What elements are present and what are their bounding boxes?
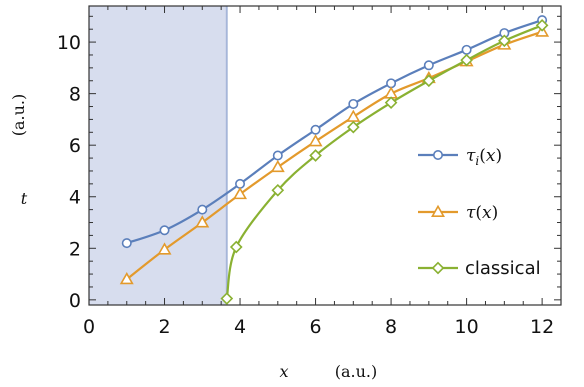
x-tick-label: 4 (234, 316, 246, 338)
data-point (197, 204, 208, 215)
series-line (225, 24, 543, 299)
legend-swatch-marker (431, 261, 445, 275)
data-point (195, 215, 210, 228)
data-point (308, 134, 323, 147)
y-tick-label: 0 (69, 290, 81, 312)
data-point (235, 178, 246, 189)
x-axis-variable: x (279, 362, 288, 381)
legend-entry-3: classical (418, 258, 541, 279)
data-point (271, 183, 285, 197)
data-point (270, 159, 285, 173)
y-tick-label: 4 (69, 187, 81, 209)
legend-entry-2: τ(x) (418, 203, 498, 223)
series-1 (121, 15, 548, 249)
data-point (460, 53, 473, 67)
data-point (119, 272, 134, 285)
data-point (422, 74, 436, 88)
series-layer (119, 15, 550, 305)
data-point (159, 225, 170, 236)
data-point (423, 60, 434, 71)
data-point (346, 109, 361, 122)
y-axis-unit: (a.u.) (9, 94, 28, 137)
legend-entry-1: τi(x) (418, 146, 502, 168)
data-point (498, 34, 511, 48)
shaded-area (89, 6, 227, 305)
data-point (220, 292, 234, 305)
data-point (157, 242, 172, 255)
legend-swatch-marker (431, 204, 445, 217)
plot-frame (88, 5, 562, 306)
data-point (348, 98, 359, 109)
data-point (461, 44, 472, 55)
data-point (386, 78, 397, 89)
y-tick-label: 8 (69, 84, 81, 106)
data-point (272, 150, 283, 161)
x-tick-label: 0 (83, 316, 95, 338)
legend-label: classical (465, 258, 541, 279)
x-tick-label: 10 (455, 316, 479, 338)
y-axis-variable: t (21, 189, 28, 208)
data-point (121, 238, 132, 249)
y-tick-label: 6 (69, 135, 81, 157)
legend-label: τi(x) (466, 146, 502, 168)
y-tick-label: 10 (57, 32, 81, 54)
data-point (535, 19, 549, 32)
data-point (229, 240, 243, 254)
x-tick-label: 2 (158, 316, 170, 338)
legend-swatch-marker (432, 150, 443, 161)
x-axis-label: x (a.u.) (279, 362, 377, 381)
shaded-region (89, 6, 228, 305)
y-tick-label: 2 (69, 238, 81, 260)
x-tick-label: 8 (385, 316, 397, 338)
data-point (346, 120, 360, 134)
data-point (233, 186, 248, 200)
data-point (384, 96, 398, 109)
axis-ticks: 0 2 4 6 8 10 12 0 2 4 6 8 10 (57, 6, 562, 338)
y-axis-label: t (a.u.) (9, 94, 28, 208)
x-tick-label: 6 (310, 316, 322, 338)
data-point (310, 124, 321, 135)
legend: τi(x) τ(x) classical (418, 146, 541, 279)
x-tick-label: 12 (530, 316, 554, 338)
series-3 (220, 19, 549, 305)
x-axis-unit: (a.u.) (335, 362, 378, 381)
legend-label: τ(x) (466, 203, 498, 223)
data-point (309, 149, 322, 162)
